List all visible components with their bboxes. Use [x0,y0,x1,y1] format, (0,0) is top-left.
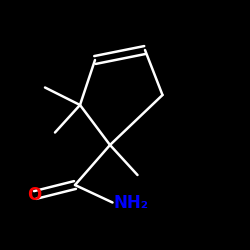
Text: NH₂: NH₂ [114,194,149,212]
Text: O: O [26,186,41,204]
